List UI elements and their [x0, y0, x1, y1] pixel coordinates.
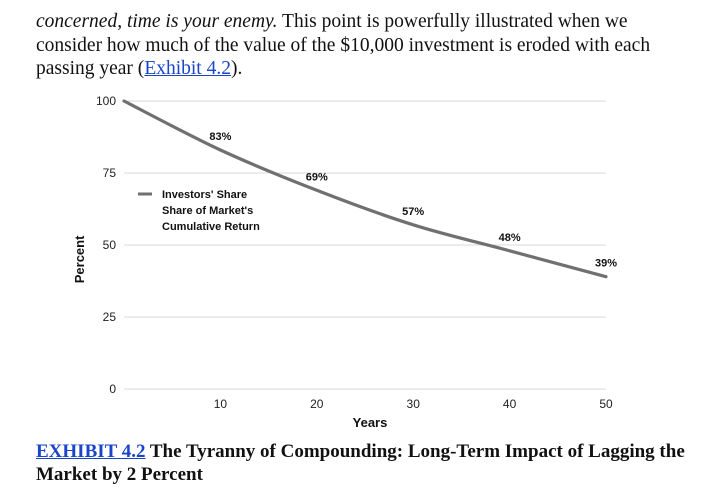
- y-axis-title: Percent: [72, 235, 87, 283]
- caption-exhibit-link[interactable]: EXHIBIT 4.2: [36, 441, 146, 462]
- exhibit-link[interactable]: Exhibit 4.2: [144, 58, 231, 79]
- x-tick-label: 40: [503, 397, 517, 411]
- x-tick-label: 50: [599, 397, 613, 411]
- x-tick-label: 30: [407, 397, 421, 411]
- x-tick-label: 20: [310, 397, 324, 411]
- y-tick-label: 75: [103, 166, 117, 180]
- intro-text-end: ).: [230, 58, 243, 79]
- y-tick-label: 100: [96, 94, 116, 108]
- data-label: 57%: [402, 206, 424, 218]
- y-tick-label: 0: [109, 382, 116, 396]
- chart-container: 0 25 50 75 100 10 20 30 40 50 Years Percent 83% 69% 57…: [0, 88, 707, 433]
- y-tick-label: 50: [103, 238, 117, 252]
- caption-title: The Tyranny of Compounding: Long-Term Im…: [36, 441, 685, 485]
- series-line-0: [122, 99, 608, 279]
- legend-label: Investors' Share: [162, 189, 247, 201]
- x-tick-label: 10: [214, 397, 228, 411]
- intro-paragraph: concerned, time is your enemy. This poin…: [36, 10, 676, 81]
- line-chart: 0 25 50 75 100 10 20 30 40 50 Years Percent 83% 69% 57…: [72, 94, 617, 430]
- data-label: 69%: [306, 171, 328, 183]
- y-tick-label: 25: [103, 310, 117, 324]
- data-label: 48%: [499, 232, 521, 244]
- legend-label: Cumulative Return: [162, 221, 260, 233]
- intro-text: This point is powerfully illustrated whe…: [36, 11, 651, 79]
- data-label: 83%: [209, 131, 231, 143]
- intro-italic-text: concerned, time is your enemy.: [36, 11, 278, 32]
- x-axis-title: Years: [353, 415, 388, 430]
- legend-label: Share of Market's: [162, 205, 253, 217]
- data-label: 39%: [595, 258, 617, 270]
- exhibit-caption: EXHIBIT 4.2 The Tyranny of Compounding: …: [36, 440, 686, 486]
